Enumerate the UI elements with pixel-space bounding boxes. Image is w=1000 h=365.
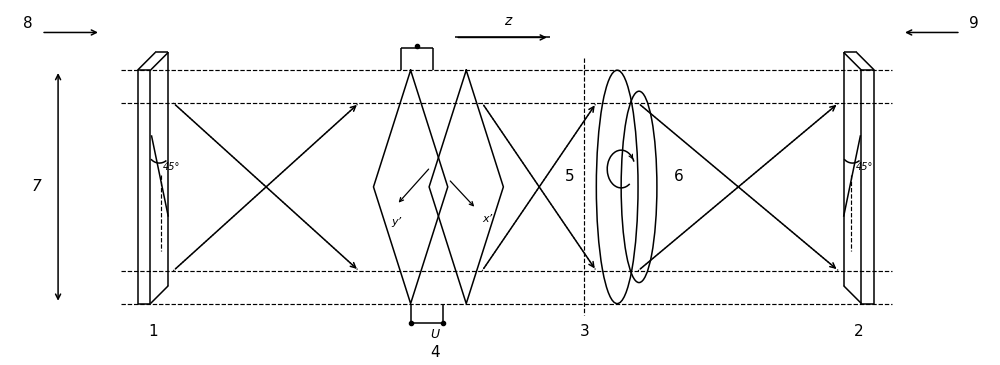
Text: 1: 1 [148, 324, 158, 339]
Text: 3: 3 [580, 324, 589, 339]
Text: 6: 6 [674, 169, 684, 184]
Text: 2: 2 [854, 324, 864, 339]
Text: 45°: 45° [162, 162, 180, 172]
Text: 4: 4 [430, 345, 440, 360]
Text: x’: x’ [482, 214, 492, 224]
Text: 8: 8 [23, 16, 33, 31]
Text: z: z [504, 14, 511, 27]
Text: 5: 5 [565, 169, 574, 184]
Text: y’: y’ [392, 217, 402, 227]
Text: 45°: 45° [856, 162, 873, 172]
Text: 7: 7 [31, 179, 41, 195]
Text: 9: 9 [969, 16, 979, 31]
Text: U: U [430, 328, 440, 341]
